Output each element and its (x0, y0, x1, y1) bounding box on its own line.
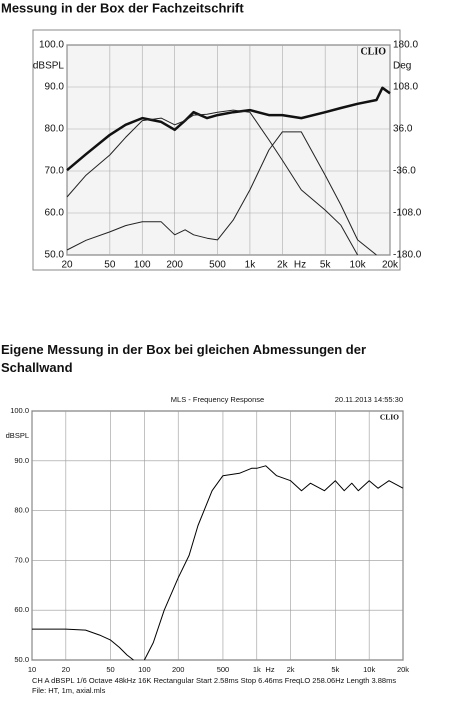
y-tick-label: 70.0 (14, 555, 29, 564)
y-tick-label: 80.0 (14, 506, 29, 515)
scan-frame (32, 29, 401, 271)
plot-area (66, 44, 391, 256)
x-unit: Hz (294, 260, 306, 271)
y2-tick-label: -36.0 (393, 166, 416, 177)
x-tick-label: 50 (104, 260, 116, 271)
footer-line: CH A dBSPL 1/6 Octave 48kHz 16K Rectangu… (32, 676, 396, 685)
y2-tick-label: -180.0 (393, 250, 422, 261)
y2-tick-label: 180.0 (393, 40, 418, 51)
y-tick-label: 100.0 (10, 406, 29, 415)
series-line (32, 465, 404, 661)
y-tick-label: 50.0 (14, 655, 29, 664)
y-tick-label: 70.0 (45, 166, 65, 177)
y2-tick-label: 36.0 (393, 124, 413, 135)
x-tick-label: 1k (253, 665, 261, 674)
plot-area (31, 410, 404, 661)
y2-tick-label: 108.0 (393, 82, 418, 93)
brand: CLIO (360, 46, 386, 57)
x-tick-label: 500 (209, 260, 226, 271)
date: 20.11.2013 14:55:30 (335, 395, 403, 404)
x-tick-label: 100 (134, 260, 151, 271)
x-tick-label: 500 (217, 665, 230, 674)
chart-title: Eigene Messung in der Box bei gleichen A… (1, 342, 366, 375)
y-tick-label: 100.0 (39, 40, 64, 51)
x-unit: Hz (265, 665, 274, 674)
y-label: dBSPL (6, 431, 29, 440)
y-tick-label: 60.0 (14, 605, 29, 614)
footer-line: File: HT, 1m, axial.mls (32, 686, 106, 695)
x-tick-label: 1k (245, 260, 257, 271)
series-line (66, 109, 359, 256)
x-tick-label: 200 (166, 260, 183, 271)
x-tick-label: 100 (138, 665, 151, 674)
x-tick-label: 5k (331, 665, 339, 674)
subtitle: MLS - Frequency Response (171, 395, 264, 404)
x-tick-label: 20 (62, 665, 70, 674)
x-tick-label: 2k (277, 260, 289, 271)
x-tick-label: 10 (28, 665, 36, 674)
x-tick-label: 20 (61, 260, 73, 271)
x-tick-label: 10k (350, 260, 367, 271)
x-tick-label: 20k (382, 260, 399, 271)
x-tick-label: 50 (106, 665, 114, 674)
y-tick-label: 90.0 (14, 456, 29, 465)
y-tick-label: 80.0 (45, 124, 65, 135)
x-tick-label: 20k (397, 665, 409, 674)
chart-title: Messung in der Box der Fachzeitschrift (1, 0, 244, 15)
y-tick-label: 90.0 (45, 82, 65, 93)
y-tick-label: 60.0 (45, 208, 65, 219)
series-line (66, 131, 377, 256)
y-tick-label: 50.0 (45, 250, 65, 261)
y2-label: Deg (393, 61, 411, 72)
x-tick-label: 10k (363, 665, 375, 674)
x-tick-label: 2k (287, 665, 295, 674)
brand: CLIO (380, 413, 399, 422)
series-line (66, 86, 391, 172)
y-label: dBSPL (33, 61, 65, 72)
y2-tick-label: -108.0 (393, 208, 422, 219)
x-tick-label: 200 (172, 665, 185, 674)
x-tick-label: 5k (320, 260, 332, 271)
